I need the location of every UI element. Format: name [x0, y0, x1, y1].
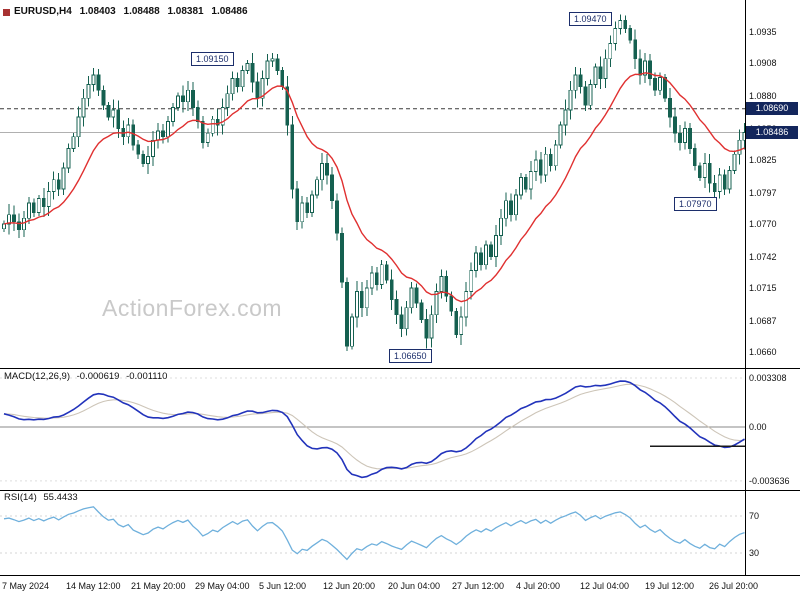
- price-annotation: 1.09470: [569, 12, 612, 26]
- price-annotation: 1.07970: [674, 197, 717, 211]
- price-axis-tick: 1.0935: [749, 27, 777, 37]
- price-annotation: 1.09150: [191, 52, 234, 66]
- time-axis-tick: 27 Jun 12:00: [452, 581, 505, 591]
- macd-axis-tick: -0.003636: [749, 475, 790, 486]
- resistance-price-tag: 1.08690: [746, 102, 798, 116]
- time-axis-tick: 19 Jul 12:00: [645, 581, 695, 591]
- symbol-marker-icon: [3, 9, 10, 16]
- time-axis-tick: 4 Jul 20:00: [516, 581, 561, 591]
- time-axis-tick: 7 May 2024: [2, 581, 50, 591]
- watermark: ActionForex.com: [102, 295, 283, 321]
- price-annotation: 1.06650: [389, 349, 432, 363]
- price-axis-tick: 1.0825: [749, 154, 777, 165]
- current-price-tag: 1.08486: [746, 126, 798, 140]
- price-axis-tick: 1.0715: [749, 282, 777, 293]
- price-axis-tick: 1.0687: [749, 315, 777, 326]
- price-axis-tick: 1.0770: [749, 218, 777, 229]
- time-axis-tick: 20 Jun 04:00: [388, 581, 441, 591]
- macd-line: [3, 380, 745, 479]
- time-axis-tick: 12 Jul 04:00: [580, 581, 630, 591]
- price-axis-tick: 1.0797: [749, 187, 777, 198]
- quote-open: 1.08403: [79, 6, 116, 17]
- rsi-line: [3, 506, 745, 561]
- rsi-panel: [0, 506, 745, 561]
- macd-signal-value: -0.001110: [126, 371, 168, 382]
- macd-title: MACD(12,26,9) -0.000619 -0.001110: [4, 371, 171, 382]
- rsi-axis-tick: 30: [749, 548, 760, 558]
- quote-header: EURUSD,H4 1.08403 1.08488 1.08381 1.0848…: [14, 6, 253, 17]
- time-axis-tick: 12 Jun 20:00: [323, 581, 376, 591]
- price-axis-tick: 1.0742: [749, 251, 777, 262]
- macd-axis-tick: 0.00: [749, 422, 767, 432]
- rsi-title: RSI(14) 55.4433: [4, 492, 82, 503]
- rsi-name: RSI(14): [4, 492, 37, 503]
- symbol-timeframe: EURUSD,H4: [14, 6, 72, 17]
- price-panel: [0, 14, 745, 351]
- price-axis-tick: 1.0660: [749, 346, 777, 357]
- rsi-axis-tick: 70: [749, 511, 760, 521]
- macd-axis-tick: 0.003308: [749, 372, 787, 383]
- candlestick-series: [2, 14, 745, 351]
- time-axis-tick: 26 Jul 20:00: [709, 581, 759, 591]
- moving-average-line: [3, 72, 745, 303]
- rsi-value: 55.4433: [43, 492, 78, 503]
- time-axis-tick: 5 Jun 12:00: [259, 581, 307, 591]
- quote-low: 1.08381: [167, 6, 204, 17]
- time-axis-tick: 14 May 12:00: [66, 581, 121, 591]
- time-axis-tick: 29 May 04:00: [195, 581, 250, 591]
- macd-name: MACD(12,26,9): [4, 371, 70, 382]
- macd-panel: [0, 377, 745, 482]
- time-axis-tick: 21 May 20:00: [131, 581, 186, 591]
- macd-value: -0.000619: [76, 371, 120, 382]
- panel-borders: [0, 0, 800, 576]
- quote-close: 1.08486: [211, 6, 248, 17]
- price-axis-tick: 1.0880: [749, 90, 777, 101]
- macd-signal-line: [3, 383, 745, 470]
- price-axis-tick: 1.0908: [749, 58, 777, 69]
- quote-high: 1.08488: [123, 6, 160, 17]
